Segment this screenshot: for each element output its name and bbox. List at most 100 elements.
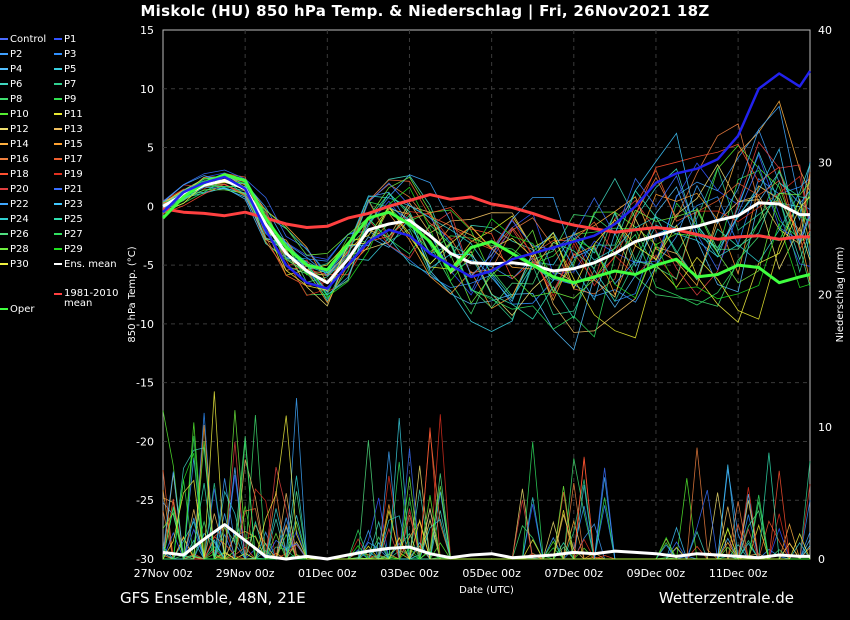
x-tick-label: 27Nov 00z bbox=[134, 567, 193, 580]
y-tick-label: 10 bbox=[140, 83, 154, 96]
legend-item: P14 bbox=[0, 139, 29, 150]
legend-item: P17 bbox=[54, 154, 83, 165]
legend-label: P3 bbox=[64, 49, 77, 60]
legend-item: P11 bbox=[54, 109, 83, 120]
legend-item: Ens. mean bbox=[54, 259, 117, 270]
y2-tick-label: 20 bbox=[818, 289, 832, 302]
ensemble-member-line bbox=[162, 123, 811, 295]
legend-item: P15 bbox=[54, 139, 83, 150]
legend-swatch bbox=[0, 173, 8, 175]
legend-label: P25 bbox=[64, 214, 83, 225]
axes: -30 -25 -20 -15 -10 -5 0 5 10 15 0 10 20 30 40 27Nov 00… bbox=[127, 24, 846, 596]
legend-label: P14 bbox=[10, 139, 29, 150]
y-tick-label: -25 bbox=[136, 494, 154, 507]
legend-label: P12 bbox=[10, 124, 29, 135]
y2-tick-label: 30 bbox=[818, 156, 832, 169]
y2-tick-label: 40 bbox=[818, 24, 832, 37]
footer-site-name: Wetterzentrale.de bbox=[658, 589, 794, 607]
legend-item: P28 bbox=[0, 244, 29, 255]
legend-label: P27 bbox=[64, 229, 83, 240]
ensemble-member-line bbox=[162, 169, 811, 296]
x-axis-label: Date (UTC) bbox=[459, 585, 514, 596]
legend-swatch bbox=[54, 173, 62, 175]
legend-item: P30 bbox=[0, 259, 29, 270]
legend-swatch bbox=[0, 113, 8, 115]
legend-item: Control bbox=[0, 34, 46, 45]
legend-item: 1981-2010 mean bbox=[54, 289, 128, 309]
x-tick-label: 01Dec 00z bbox=[298, 567, 357, 580]
y-tick-label: 15 bbox=[140, 24, 154, 37]
legend-label: P24 bbox=[10, 214, 29, 225]
y-tick-label: -10 bbox=[136, 318, 154, 331]
legend-swatch bbox=[0, 143, 8, 145]
y2-tick-label: 0 bbox=[818, 553, 825, 566]
legend-swatch bbox=[0, 248, 8, 250]
legend-item: P19 bbox=[54, 169, 83, 180]
ensemble-member-line bbox=[162, 164, 811, 293]
legend-swatch bbox=[0, 68, 8, 70]
legend-label: 1981-2010 mean bbox=[64, 288, 119, 309]
legend-swatch bbox=[54, 38, 62, 40]
y-tick-label: -20 bbox=[136, 435, 154, 448]
legend-swatch bbox=[54, 293, 62, 295]
legend-item: P1 bbox=[54, 34, 76, 45]
legend-item: Oper bbox=[0, 304, 34, 315]
legend-swatch bbox=[0, 263, 8, 265]
legend-label: P15 bbox=[64, 139, 83, 150]
legend-item: P18 bbox=[0, 169, 29, 180]
legend-label: Oper bbox=[10, 304, 35, 315]
x-tick-label: 29Nov 00z bbox=[216, 567, 275, 580]
legend-item: P26 bbox=[0, 229, 29, 240]
legend-label: P18 bbox=[10, 169, 29, 180]
legend-swatch bbox=[0, 218, 8, 220]
legend-item: P9 bbox=[54, 94, 76, 105]
x-tick-label: 07Dec 00z bbox=[545, 567, 604, 580]
legend-swatch bbox=[54, 158, 62, 160]
legend-label: P20 bbox=[10, 184, 29, 195]
y-axis-label: 850 hPa Temp. (°C) bbox=[127, 246, 138, 342]
legend-item: P5 bbox=[54, 64, 76, 75]
legend-item: P21 bbox=[54, 184, 83, 195]
legend-swatch bbox=[54, 143, 62, 145]
legend-swatch bbox=[54, 188, 62, 190]
series-1981-2010-mean bbox=[162, 193, 810, 241]
y-tick-label: 0 bbox=[147, 200, 154, 213]
legend-swatch bbox=[0, 83, 8, 85]
legend-swatch bbox=[54, 203, 62, 205]
legend-item: P12 bbox=[0, 124, 29, 135]
legend-label: P29 bbox=[64, 244, 83, 255]
legend-swatch bbox=[0, 233, 8, 235]
legend-item: P25 bbox=[54, 214, 83, 225]
footer-model-info: GFS Ensemble, 48N, 21E bbox=[120, 589, 306, 607]
legend-item: P24 bbox=[0, 214, 29, 225]
legend-item: P4 bbox=[0, 64, 22, 75]
highlighted-series bbox=[161, 70, 812, 561]
legend-label: P17 bbox=[64, 154, 83, 165]
series-ens-mean bbox=[162, 179, 810, 285]
legend-label: P19 bbox=[64, 169, 83, 180]
x-tick-label: 09Dec 00z bbox=[627, 567, 686, 580]
legend-item: P7 bbox=[54, 79, 76, 90]
y2-axis-label: Niederschlag (mm) bbox=[835, 247, 846, 343]
y-tick-label: -5 bbox=[143, 259, 154, 272]
legend-label: Ens. mean bbox=[64, 259, 117, 270]
series-p1 bbox=[162, 70, 812, 290]
legend-label: P26 bbox=[10, 229, 29, 240]
legend-item: P10 bbox=[0, 109, 29, 120]
legend-swatch bbox=[54, 68, 62, 70]
legend-swatch bbox=[54, 113, 62, 115]
legend-label: P13 bbox=[64, 124, 83, 135]
legend-label: P28 bbox=[10, 244, 29, 255]
y-tick-label: -30 bbox=[136, 553, 154, 566]
legend-item: P27 bbox=[54, 229, 83, 240]
series-oper bbox=[161, 173, 811, 285]
legend-swatch bbox=[54, 83, 62, 85]
precip-member-line bbox=[162, 391, 811, 561]
legend-label: P2 bbox=[10, 49, 23, 60]
legend-swatch bbox=[54, 233, 62, 235]
legend-swatch bbox=[54, 128, 62, 130]
grid-layer bbox=[162, 29, 811, 560]
legend-label: P10 bbox=[10, 109, 29, 120]
legend-label: P16 bbox=[10, 154, 29, 165]
